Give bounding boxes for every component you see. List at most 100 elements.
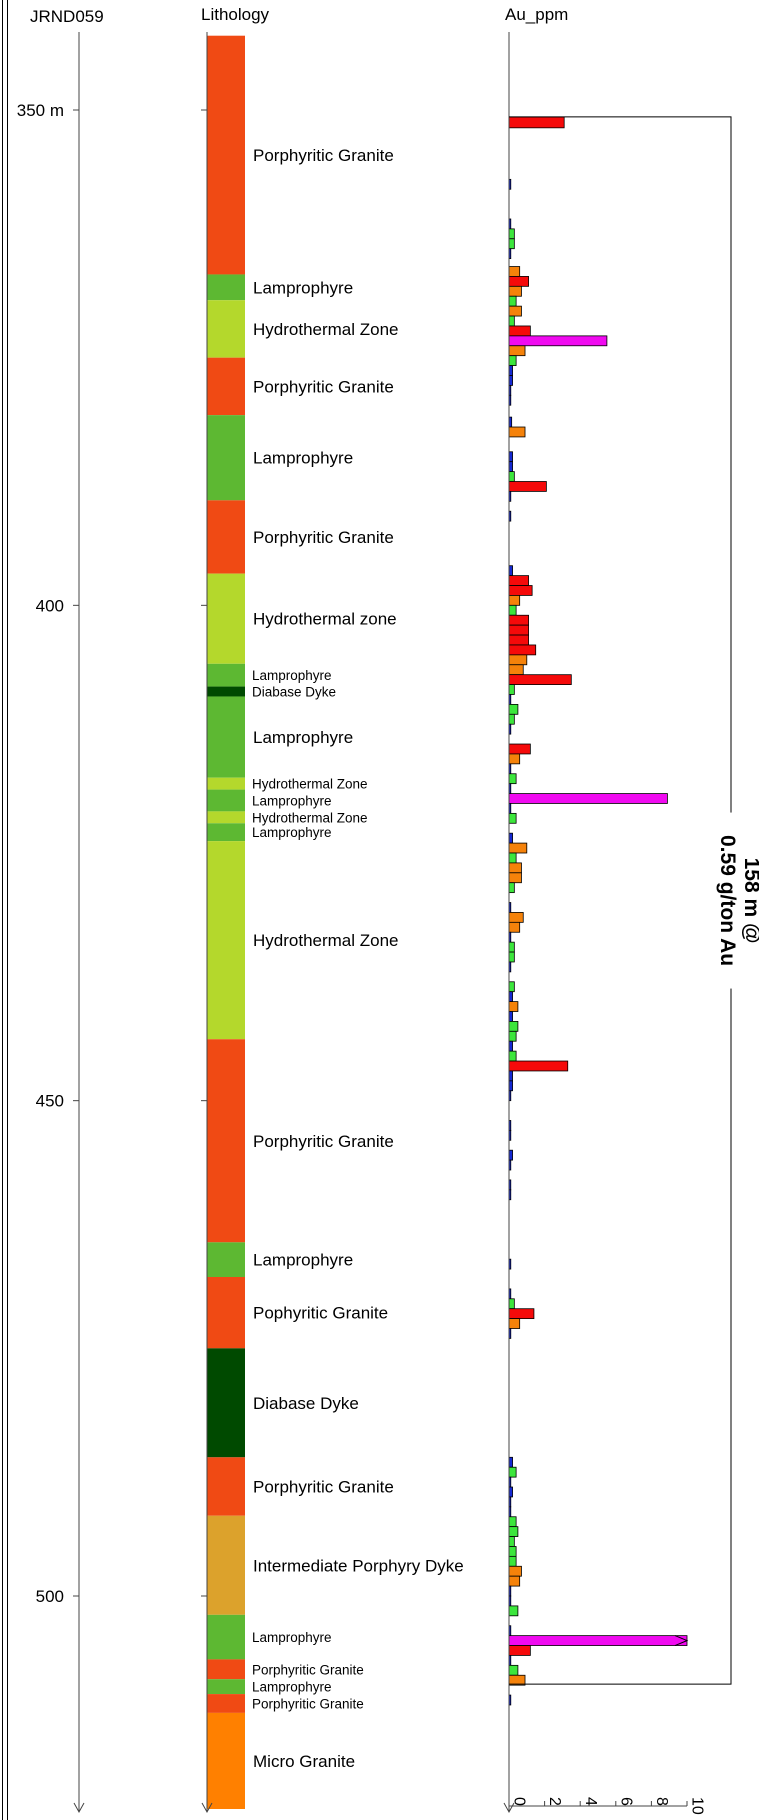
au-bar [508, 812, 517, 824]
au-bar [508, 276, 529, 287]
au-bar [508, 1308, 535, 1320]
au-bar [508, 451, 513, 463]
au-bar [508, 585, 533, 596]
lithology-interval [207, 1515, 245, 1615]
au-bar [508, 345, 526, 357]
lithology-interval [207, 1659, 245, 1680]
au-bar [508, 1645, 531, 1656]
au-bar [508, 1149, 513, 1161]
lithology-interval [207, 823, 245, 842]
au-bar-overflow-arrow [674, 1635, 689, 1647]
lithology-label: Lamprophyre [252, 793, 332, 808]
au-bar [508, 614, 529, 626]
au-bar [508, 941, 515, 953]
au-bar [508, 1021, 519, 1032]
au-scale-label: 4 [582, 1797, 599, 1806]
au-axis: 0 2 4 6 8 10 [503, 32, 706, 1815]
au-bar [508, 644, 537, 656]
au-bar [508, 335, 608, 347]
hole-id: JRND059 [30, 7, 104, 26]
lithology-label: Hydrothermal Zone [252, 777, 368, 792]
lithology-label: Porphyritic Granite [252, 1696, 364, 1711]
lithology-interval [207, 300, 245, 358]
lithology-label: Porphyritic Granite [253, 1478, 394, 1497]
lithology-interval [207, 696, 245, 778]
au-bar [508, 266, 521, 277]
au-bar [508, 1526, 519, 1537]
au-bar [508, 1546, 517, 1557]
lithology-interval [207, 811, 245, 824]
lithology-interval [207, 1039, 245, 1243]
au-bar [508, 295, 517, 307]
au-bar [508, 1575, 521, 1587]
lithology-label: Lamprophyre [253, 1251, 353, 1270]
lithology-label: Lamprophyre [252, 1680, 332, 1695]
au-bar [508, 1060, 569, 1072]
depth-tick-label: 500 [36, 1587, 64, 1606]
depth-tick-label: 450 [36, 1092, 64, 1111]
au-bar [508, 365, 513, 376]
lithology-axis-arrow [201, 1802, 213, 1814]
lithology-label: Porphyritic Granite [252, 1662, 364, 1677]
au-bar [508, 1536, 515, 1547]
lithology-label: Lamprophyre [252, 1630, 332, 1645]
au-bar [508, 1516, 517, 1528]
au-bar [508, 1555, 517, 1567]
au-bar [508, 1466, 517, 1478]
lithology-interval [207, 274, 245, 301]
au-bar [508, 842, 528, 854]
lithology-label: Hydrothermal Zone [253, 931, 399, 950]
au-bar [508, 565, 513, 577]
au-scale-label: 0 [511, 1797, 528, 1806]
lithology-label: Hydrothermal zone [253, 610, 397, 629]
au-bar [508, 1635, 688, 1646]
au-bar [508, 375, 513, 386]
au-bar [508, 951, 515, 963]
lithology-label: Lamprophyre [253, 278, 353, 297]
intercept-bracket: 158 m @0.59 g/ton Au [509, 116, 759, 1685]
au-bar [508, 1001, 519, 1012]
lithology-interval [207, 1679, 245, 1695]
au-bar [508, 872, 522, 884]
au-scale-label: 8 [653, 1797, 670, 1806]
au-bar [508, 1486, 513, 1498]
au-bar [508, 684, 515, 695]
au-bar [508, 238, 515, 250]
intercept-label-line1: 158 m @ [740, 858, 759, 944]
assay-header: Au_ppm [505, 5, 568, 24]
au-bar [508, 1070, 513, 1082]
lithology-label: Intermediate Porphyry Dyke [253, 1556, 464, 1575]
au-bar [508, 595, 521, 606]
au-bar [508, 654, 528, 666]
au-bar [508, 575, 529, 586]
au-bar [508, 921, 521, 933]
au-bar [508, 1011, 513, 1022]
lithology-label: Diabase Dyke [252, 685, 336, 700]
au-bar [508, 624, 529, 636]
intercept-label-bg [701, 812, 759, 989]
au-bar [508, 285, 522, 297]
au-bar [508, 1456, 513, 1468]
intercept-label-line2: 0.59 g/ton Au [716, 835, 739, 966]
lithology-interval [207, 35, 245, 275]
lithology-interval [207, 1614, 245, 1660]
lithology-label: Porphyritic Granite [253, 377, 394, 396]
au-bar [508, 664, 524, 676]
lithology-interval [207, 1242, 245, 1278]
lithology-interval [207, 415, 245, 501]
au-bar [508, 882, 515, 894]
au-bar [508, 753, 521, 765]
lithology-label: Hydrothermal Zone [252, 810, 368, 825]
au-bar [508, 355, 517, 366]
au-bar [508, 604, 517, 616]
au-scale-label: 2 [546, 1797, 563, 1806]
au-bar [508, 773, 517, 785]
lithology-interval [207, 500, 245, 574]
lithology-interval [207, 663, 245, 687]
lithology-labels: Porphyritic GraniteLamprophyreHydrotherm… [252, 146, 464, 1771]
au-scale-label: 6 [617, 1797, 634, 1806]
lithology-interval [207, 357, 245, 416]
lithology-label: Lamprophyre [252, 668, 332, 683]
au-bar [508, 634, 529, 646]
